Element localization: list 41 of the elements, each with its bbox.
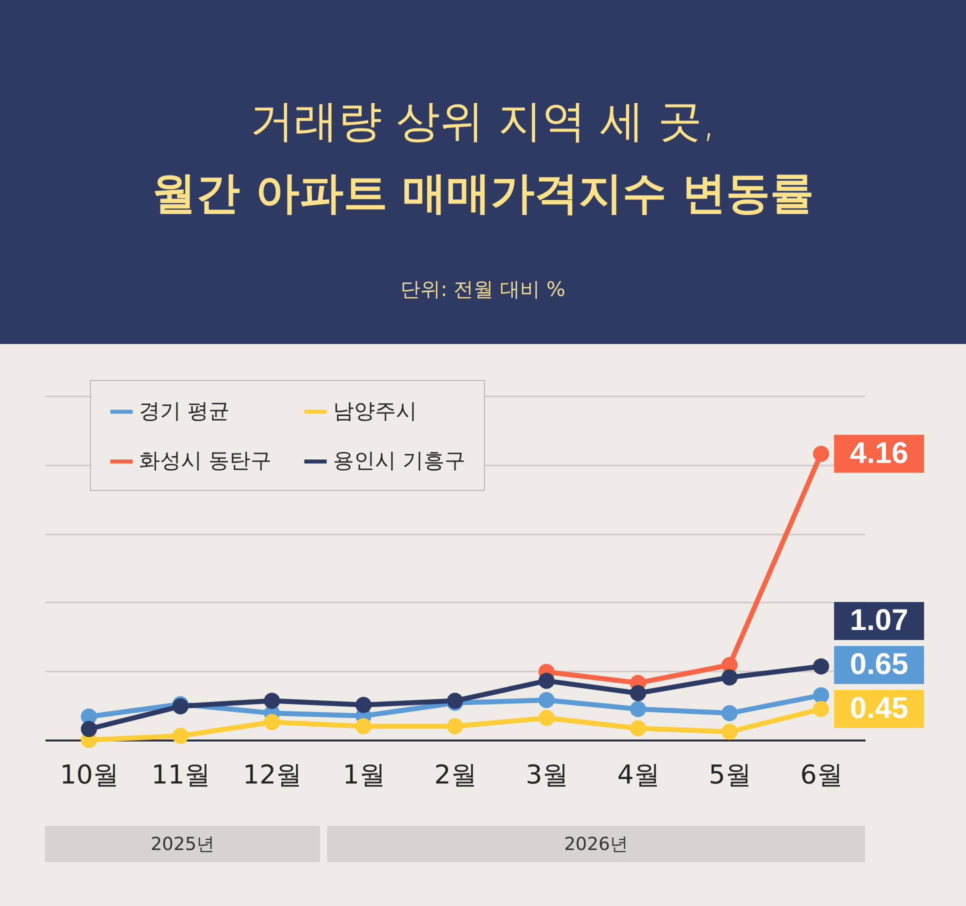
point <box>80 720 97 738</box>
x-tick-label: 4월 <box>617 760 660 790</box>
x-tick-label: 1월 <box>342 760 386 790</box>
x-tick-label: 6월 <box>800 760 843 790</box>
data-label: 0.45 <box>850 692 908 726</box>
point <box>264 714 280 730</box>
point <box>630 685 646 702</box>
point <box>538 692 555 708</box>
legend-label: 남양주시 <box>333 398 417 423</box>
legend-label: 화성시 동탄구 <box>139 448 272 472</box>
point <box>172 728 189 744</box>
point <box>446 718 464 734</box>
point <box>813 446 830 462</box>
text: 2026년 <box>327 826 865 862</box>
chart-title: 거래량 상위 지역 세 곳, 월간 아파트 매매가격지수 변동률 <box>151 95 815 221</box>
point <box>721 724 738 740</box>
chart-subtitle: 단위: 전월 대비 % <box>400 276 566 303</box>
x-tick-label: 10월 <box>60 760 119 790</box>
point <box>813 658 830 674</box>
point <box>813 687 830 704</box>
point <box>355 696 372 713</box>
point <box>355 718 372 734</box>
data-label: 0.65 <box>850 648 908 682</box>
point <box>721 705 738 722</box>
point <box>630 700 646 718</box>
data-label: 4.16 <box>850 436 908 470</box>
point <box>813 700 830 718</box>
point <box>538 672 555 689</box>
x-tick-label: 12월 <box>242 760 302 790</box>
x-tick-label: 11월 <box>151 760 210 790</box>
x-tick-label: 3월 <box>526 760 568 790</box>
point <box>630 720 646 736</box>
text: 2025년 <box>45 826 320 862</box>
x-tick-label: 2월 <box>434 760 477 790</box>
point <box>721 669 738 686</box>
point <box>264 692 280 709</box>
legend-label: 용인시 기흥구 <box>333 448 466 472</box>
legend-label: 경기 평균 <box>139 398 230 423</box>
x-tick-label: 5월 <box>708 760 752 790</box>
data-label: 1.07 <box>850 604 908 638</box>
point <box>538 710 555 726</box>
